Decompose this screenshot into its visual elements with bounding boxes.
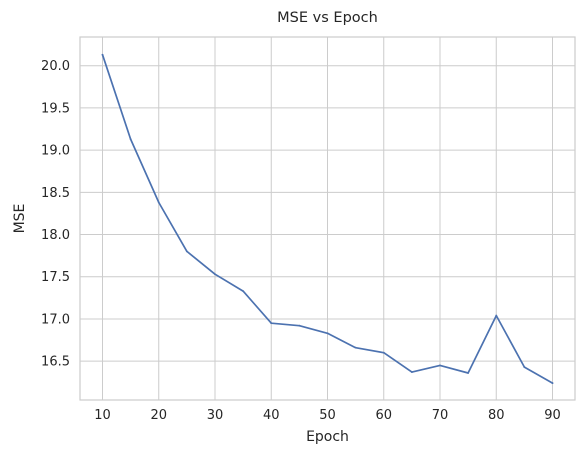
data-point <box>382 351 385 354</box>
x-axis-label: Epoch <box>306 429 349 445</box>
y-tick-label: 18.0 <box>41 228 70 243</box>
x-tick-label: 20 <box>150 408 167 423</box>
y-tick-labels: 16.5 17.0 17.5 18.0 18.5 19.0 19.5 20.0 <box>41 59 70 369</box>
data-point <box>185 250 188 253</box>
x-tick-label: 90 <box>544 408 561 423</box>
data-point <box>242 290 245 292</box>
x-tick-label: 70 <box>432 408 449 423</box>
data-point <box>326 332 329 335</box>
data-point <box>523 366 526 368</box>
data-point <box>129 138 132 141</box>
data-point <box>439 364 441 367</box>
y-tick-label: 19.0 <box>41 144 70 159</box>
y-tick-label: 20.0 <box>41 59 70 74</box>
y-tick-label: 19.5 <box>41 101 70 116</box>
data-point <box>298 324 301 327</box>
series-layer <box>101 53 554 385</box>
y-tick-label: 16.5 <box>41 355 70 370</box>
data-point <box>214 273 216 276</box>
x-tick-label: 60 <box>375 408 392 423</box>
x-tick-labels: 10 20 30 40 50 60 70 80 90 <box>94 408 561 423</box>
data-point <box>157 201 160 204</box>
data-point <box>354 346 357 349</box>
plot-frame <box>79 36 576 401</box>
x-tick-label: 10 <box>94 408 111 423</box>
y-tick-label: 17.5 <box>41 270 70 285</box>
y-tick-label: 18.5 <box>41 186 70 201</box>
y-tick-label: 17.0 <box>41 312 70 327</box>
x-tick-label: 50 <box>319 408 336 423</box>
chart-title: MSE vs Epoch <box>277 10 378 26</box>
x-tick-label: 30 <box>207 408 224 423</box>
x-tick-label: 80 <box>488 408 505 423</box>
data-point <box>101 53 104 56</box>
y-axis-label: MSE <box>12 204 28 234</box>
x-tick-label: 40 <box>263 408 280 423</box>
data-point <box>410 371 413 374</box>
grid-layer <box>80 37 575 400</box>
data-point <box>495 314 498 317</box>
data-point <box>270 322 273 325</box>
data-point <box>467 372 470 374</box>
data-point <box>551 382 554 385</box>
